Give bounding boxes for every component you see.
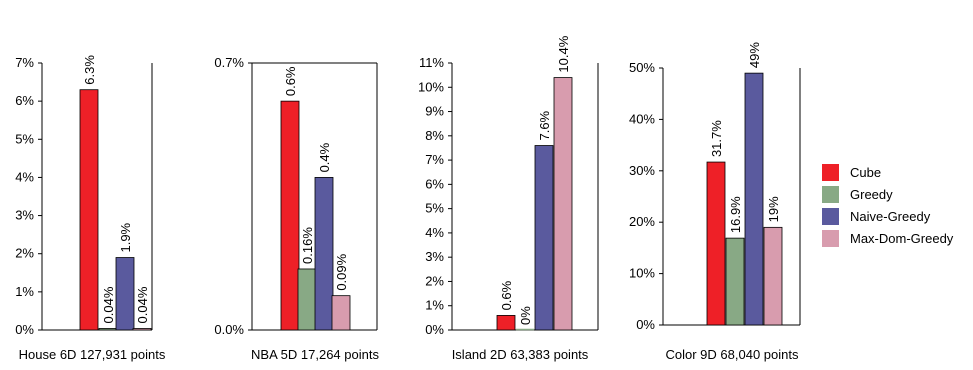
y-tick-label: 40% <box>629 111 655 126</box>
bar-value-label: 0.09% <box>334 253 349 290</box>
chart-panel-1: 0% 1% 2% 3% 4% 5% 6% 7% 6.3% 0.04% 1.9% 0.04% House … <box>15 55 166 362</box>
x-axis-label: Color 9D 68,040 points <box>666 347 799 362</box>
bar-value-label: 0.04% <box>101 286 116 323</box>
bar-value-label: 31.7% <box>709 120 724 157</box>
y-tick-label: 0.0% <box>214 322 244 337</box>
bar-max-dom-greedy <box>331 295 351 331</box>
y-tick-label: 0% <box>15 322 34 337</box>
legend: Cube Greedy Naive-Greedy Max-Dom-Greedy <box>822 164 954 247</box>
y-tick-label: 11% <box>419 55 444 70</box>
bar-naive-greedy <box>314 177 334 331</box>
bar-value-label: 0.16% <box>300 227 315 264</box>
bar-value-label: 0.04% <box>135 286 150 323</box>
y-tick-label: 7% <box>425 152 444 167</box>
x-axis-label: Island 2D 63,383 points <box>452 347 589 362</box>
bar-naive-greedy <box>534 145 554 331</box>
bar-value-label: 6.3% <box>82 55 97 85</box>
bar-cube <box>79 89 99 331</box>
legend-swatch <box>822 186 839 203</box>
y-tick-label: 2% <box>425 273 444 288</box>
y-tick-label: 20% <box>629 214 655 229</box>
bar-naive-greedy <box>744 72 764 326</box>
y-tick-label: 5% <box>15 131 34 146</box>
bar-greedy <box>98 328 118 331</box>
chart-panel-2: 0.0% 0.7% 0.6% 0.16% 0.4% 0.09% NBA 5D 17,264 … <box>214 55 379 362</box>
bar-value-label: 19% <box>766 196 781 222</box>
bar-max-dom-greedy <box>132 328 152 331</box>
bar-greedy <box>725 237 745 326</box>
x-axis-label: House 6D 127,931 points <box>19 347 166 362</box>
bar-cube <box>496 315 516 331</box>
chart-panel-4: 0% 10% 20% 30% 40% 50% 31.7% 16.9% 49% 19% Color 9… <box>629 42 801 362</box>
legend-label: Cube <box>850 165 881 180</box>
y-tick-label: 3% <box>425 249 444 264</box>
y-tick-label: 50% <box>629 60 655 75</box>
bar-value-label: 16.9% <box>728 196 743 233</box>
bar-value-label: 0.6% <box>283 66 298 96</box>
y-tick-label: 6% <box>15 93 34 108</box>
legend-swatch <box>822 208 839 225</box>
y-tick-label: 6% <box>425 176 444 191</box>
y-tick-label: 30% <box>629 163 655 178</box>
y-tick-label: 3% <box>15 208 34 223</box>
bar-cube <box>280 100 300 331</box>
bar-naive-greedy <box>115 257 135 331</box>
y-tick-label: 10% <box>418 79 444 94</box>
x-axis-label: NBA 5D 17,264 points <box>251 347 379 362</box>
bar-value-label: 0.6% <box>499 280 514 310</box>
y-tick-label: 9% <box>425 104 444 119</box>
legend-label: Max-Dom-Greedy <box>850 231 954 246</box>
bar-value-label: 0.4% <box>317 142 332 172</box>
y-tick-label: 4% <box>15 169 34 184</box>
y-tick-label: 10% <box>629 266 655 281</box>
bar-value-label: 49% <box>747 42 762 68</box>
legend-label: Greedy <box>850 187 893 202</box>
y-tick-label: 4% <box>425 225 444 240</box>
bar-value-label: 7.6% <box>537 110 552 140</box>
legend-swatch <box>822 230 839 247</box>
y-tick-label: 1% <box>15 284 34 299</box>
bar-value-label: 0% <box>518 306 533 325</box>
chart-panel-3: 0% 1% 2% 3% 4% 5% 6% 7% 8% 9% 10% 11% 0.6% 0% 7.6% 10.4… <box>418 35 599 362</box>
y-tick-label: 0.7% <box>214 55 244 70</box>
legend-label: Naive-Greedy <box>850 209 931 224</box>
y-tick-label: 5% <box>425 201 444 216</box>
y-tick-label: 0% <box>425 322 444 337</box>
legend-swatch <box>822 164 839 181</box>
y-tick-label: 2% <box>15 246 34 261</box>
bar-value-label: 10.4% <box>556 35 571 72</box>
bar-cube <box>706 161 726 326</box>
bar-max-dom-greedy <box>763 226 783 326</box>
bar-max-dom-greedy <box>553 77 573 331</box>
y-tick-label: 7% <box>15 55 34 70</box>
y-tick-label: 8% <box>425 128 444 143</box>
y-tick-label: 1% <box>425 298 444 313</box>
bar-greedy <box>297 268 317 331</box>
bar-value-label: 1.9% <box>118 222 133 252</box>
y-tick-label: 0% <box>636 317 655 332</box>
